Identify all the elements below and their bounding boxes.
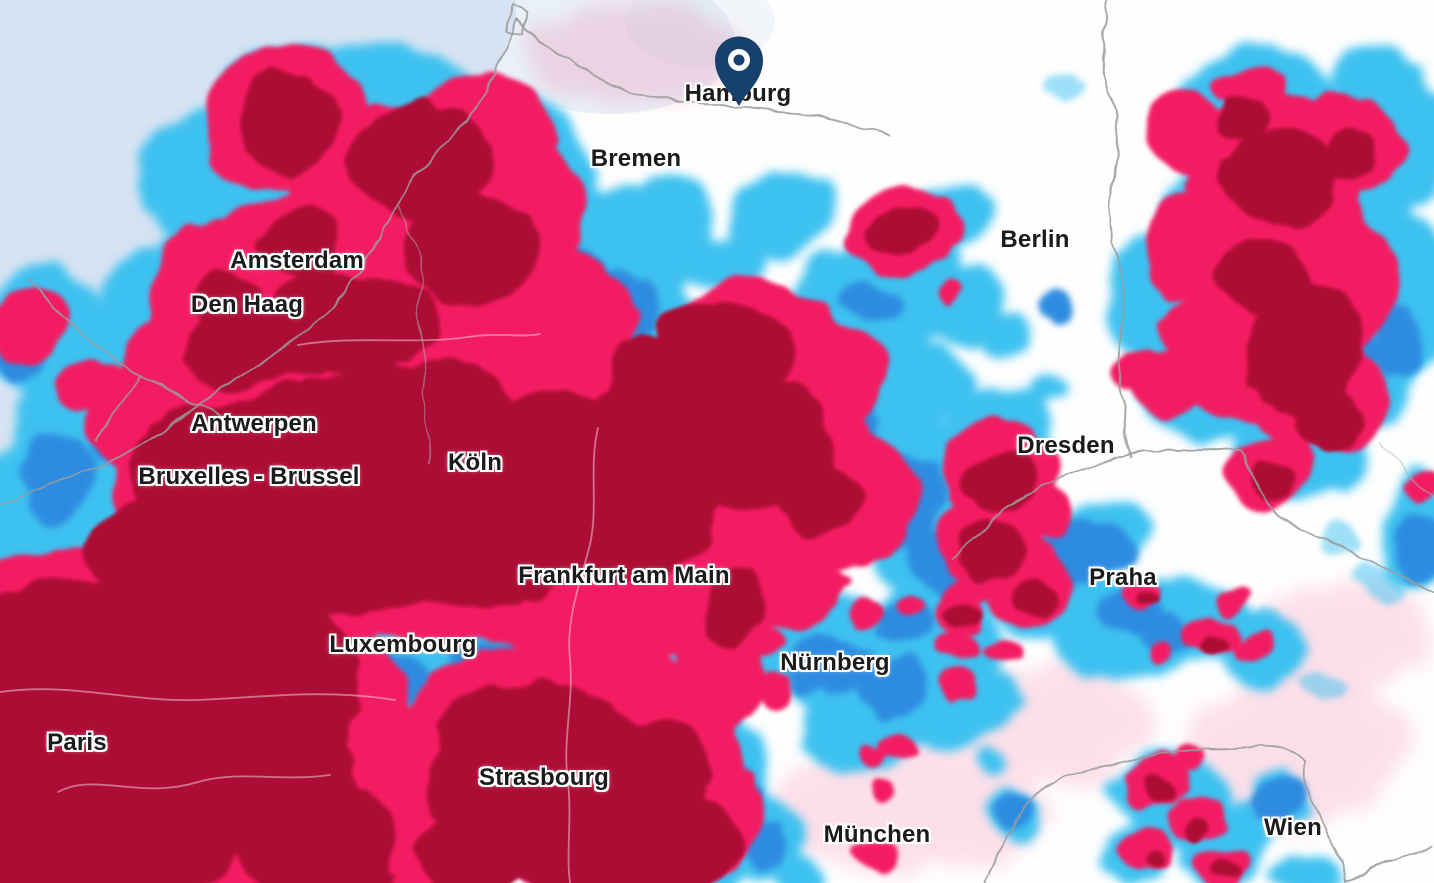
rain-extreme-layer — [0, 65, 1380, 883]
city-label-strasbourg: Strasbourg — [478, 764, 610, 791]
city-label-luxembourg: Luxembourg — [329, 631, 477, 658]
city-label-berlin: Berlin — [1000, 226, 1070, 253]
city-label-antwerpen: Antwerpen — [191, 410, 317, 437]
city-label-nurnberg: Nürnberg — [780, 649, 890, 676]
city-label-koln: Köln — [447, 449, 503, 476]
city-label-amsterdam: Amsterdam — [230, 247, 364, 274]
city-label-paris: Paris — [47, 729, 107, 756]
location-pin-icon[interactable] — [715, 36, 763, 106]
city-label-munchen: München — [823, 821, 931, 848]
city-label-frankfurt-am-main: Frankfurt am Main — [518, 562, 730, 589]
faint-borders — [397, 207, 1434, 501]
city-label-bruxelles-brussel: Bruxelles - Brussel — [138, 463, 360, 490]
city-label-den-haag: Den Haag — [190, 291, 304, 318]
city-label-dresden: Dresden — [1017, 432, 1115, 459]
rivers — [0, 333, 599, 883]
city-label-wien: Wien — [1264, 814, 1322, 841]
city-label-bremen: Bremen — [590, 145, 682, 172]
city-label-praha: Praha — [1089, 564, 1157, 591]
pin-dot — [733, 54, 745, 66]
